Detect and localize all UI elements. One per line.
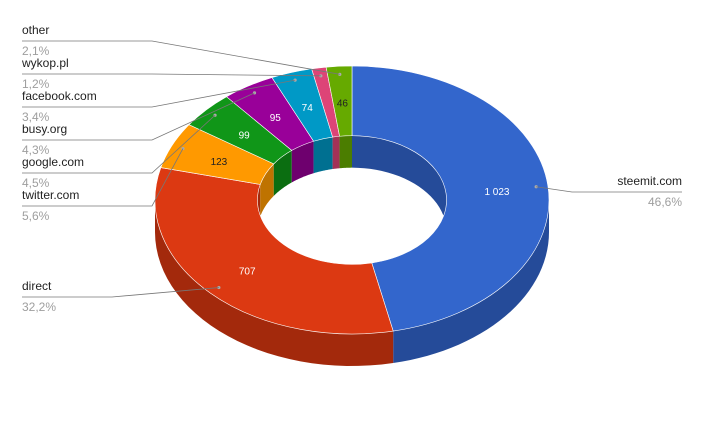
value-label-google-com: 99 bbox=[239, 131, 251, 142]
leader-steemit-com bbox=[536, 186, 682, 193]
label-name-twitter-com: twitter.com bbox=[22, 188, 79, 202]
leader-wykop-pl bbox=[22, 73, 321, 77]
slice-inner-other bbox=[339, 135, 352, 169]
slice-inner-busy-org bbox=[291, 141, 314, 183]
value-label-twitter-com: 123 bbox=[211, 157, 228, 168]
label-name-steemit-com: steemit.com bbox=[617, 174, 682, 188]
slice-inner-facebook-com bbox=[313, 137, 333, 174]
label-pct-wykop-pl: 1,2% bbox=[22, 77, 50, 91]
slice-direct[interactable] bbox=[154, 167, 394, 335]
slice-inner-twitter-com bbox=[260, 163, 274, 217]
value-label-other: 46 bbox=[337, 99, 349, 110]
value-label-direct: 707 bbox=[239, 266, 256, 277]
donut-inner-walls bbox=[257, 135, 447, 232]
label-pct-other: 2,1% bbox=[22, 44, 50, 58]
value-label-busy-org: 95 bbox=[270, 113, 282, 124]
donut-sides bbox=[155, 200, 549, 366]
label-pct-busy-org: 4,3% bbox=[22, 143, 50, 157]
leader-direct bbox=[22, 287, 219, 298]
leader-lines bbox=[22, 40, 682, 298]
value-label-steemit-com: 1 023 bbox=[484, 187, 509, 198]
donut-top bbox=[154, 65, 550, 335]
label-name-other: other bbox=[22, 23, 49, 37]
label-pct-direct: 32,2% bbox=[22, 300, 56, 314]
slice-inner-wykop-pl bbox=[332, 136, 340, 170]
leader-busy-org bbox=[22, 92, 255, 141]
label-name-facebook-com: facebook.com bbox=[22, 89, 97, 103]
slice-side-steemit-com bbox=[393, 200, 549, 364]
slice-side-direct bbox=[155, 200, 394, 366]
leader-other bbox=[22, 40, 340, 75]
category-labels: other 2,1%wykop.pl 1,2%facebook.com 3,4%bus… bbox=[21, 23, 682, 314]
value-labels: 1 023 707 123 99 95 74 46 bbox=[211, 99, 510, 278]
slice-steemit-com[interactable] bbox=[351, 65, 550, 332]
label-pct-steemit-com: 46,6% bbox=[648, 195, 682, 209]
label-pct-facebook-com: 3,4% bbox=[22, 110, 50, 124]
leader-twitter-com bbox=[22, 148, 184, 207]
leader-facebook-com bbox=[22, 79, 296, 108]
value-label-facebook-com: 74 bbox=[302, 103, 314, 114]
label-name-direct: direct bbox=[22, 279, 52, 293]
label-name-wykop-pl: wykop.pl bbox=[21, 56, 69, 70]
label-name-google-com: google.com bbox=[22, 155, 84, 169]
slice-other[interactable] bbox=[325, 65, 353, 137]
slice-inner-steemit-com bbox=[352, 135, 447, 232]
slice-inner-google-com bbox=[273, 150, 292, 196]
leader-google-com bbox=[22, 114, 216, 174]
label-pct-twitter-com: 5,6% bbox=[22, 209, 50, 223]
label-pct-google-com: 4,5% bbox=[22, 176, 50, 190]
label-name-busy-org: busy.org bbox=[22, 122, 67, 136]
